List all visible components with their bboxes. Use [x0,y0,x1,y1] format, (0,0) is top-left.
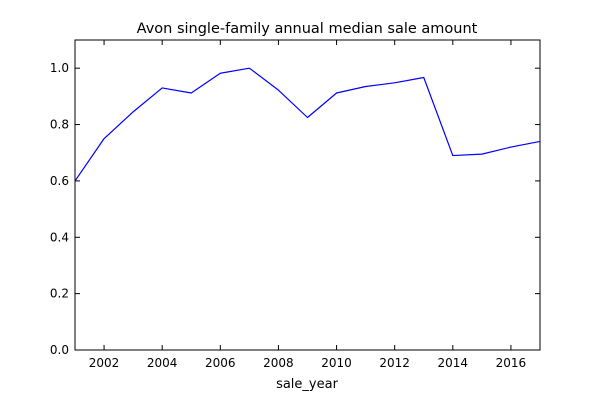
y-tick-label: 0.0 [50,343,69,357]
y-axis-ticks: 0.0 0.2 0.4 0.6 0.8 1.0 [50,61,540,357]
chart-title: Avon single-family annual median sale am… [137,21,478,37]
series-layer [74,67,541,182]
y-tick-label: 0.2 [50,287,69,301]
x-axis-label: sale_year [276,377,339,392]
y-tick-label: 0.4 [50,230,69,244]
x-tick-label: 2002 [89,356,120,370]
x-tick-label: 2008 [263,356,294,370]
x-tick-label: 2010 [321,356,352,370]
x-axis-ticks: 2002 2004 2006 2008 2010 2012 2014 2016 [89,40,526,370]
plot-area [74,39,541,351]
x-tick-label: 2006 [205,356,236,370]
x-tick-label: 2012 [379,356,410,370]
y-tick-label: 0.6 [50,174,69,188]
series-line [74,67,541,182]
y-tick-label: 1.0 [50,61,69,75]
x-tick-label: 2004 [147,356,178,370]
y-tick-label: 0.8 [50,118,69,132]
plot-frame [74,39,541,351]
x-tick-label: 2016 [496,356,527,370]
x-tick-label: 2014 [438,356,469,370]
